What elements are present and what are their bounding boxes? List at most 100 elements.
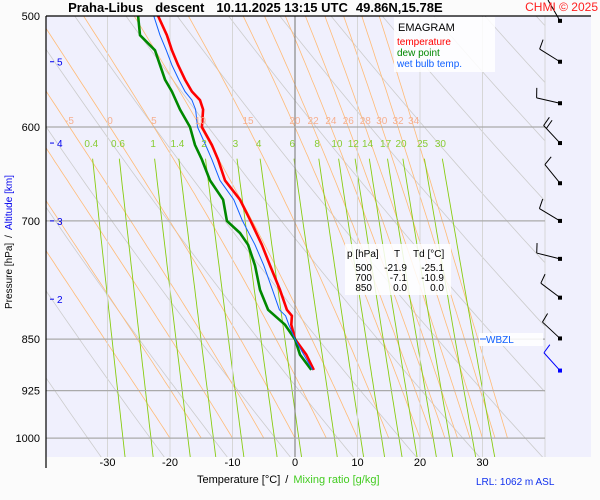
values-table: p [hPa] T Td [°C] 500 -21.9 -25.1 700 -7…: [345, 244, 451, 295]
wind-barb-station-dot: [558, 336, 562, 341]
wind-barb-flag: [539, 39, 544, 50]
moist-adiabat-label: 30: [376, 116, 388, 127]
altitude-tick-label: 3: [57, 217, 63, 228]
svg-text:-10.9: -10.9: [421, 273, 444, 284]
table-row: 850 0.0 0.0: [355, 283, 444, 294]
moist-adiabat: [378, 16, 508, 439]
moist-adiabat: [46, 90, 265, 439]
moist-adiabat-label: 15: [242, 116, 254, 127]
mixing-ratio-label: 3: [233, 139, 239, 150]
mixing-ratio-label: 2: [201, 139, 207, 150]
mixing-ratio-label: 30: [435, 139, 447, 150]
x-tick-label: 20: [414, 457, 426, 469]
altitude-tick-label: 5: [57, 58, 63, 69]
wind-barb-staff: [547, 0, 561, 22]
wind-barb-staff: [539, 208, 561, 222]
wind-barb-staff: [536, 97, 561, 104]
legend-wet-bulb: wet bulb temp.: [396, 59, 462, 70]
moist-adiabat-label: 5: [151, 116, 157, 127]
moist-adiabat-label: 32: [392, 116, 404, 127]
wind-barb-flag: [538, 198, 544, 209]
altitude-tick-label: 4: [57, 139, 63, 150]
dry-adiabat: [330, 16, 545, 264]
dry-adiabat: [46, 48, 354, 457]
plot-background: [46, 16, 591, 457]
pressure-tick-label: 1000: [16, 433, 40, 445]
moist-adiabat-label: 26: [343, 116, 355, 127]
moist-adiabat-label: 28: [360, 116, 372, 127]
pressure-tick-label: 500: [22, 11, 40, 23]
wind-barb-staff: [539, 48, 561, 63]
wind-barb-station-dot: [558, 295, 562, 300]
wind-barb-station-dot: [558, 18, 562, 23]
legend-title: EMAGRAM: [398, 22, 455, 34]
dry-adiabat: [433, 16, 545, 142]
moist-adiabat: [187, 16, 390, 439]
mixing-ratio-label: 0.6: [111, 139, 125, 150]
svg-text:850: 850: [355, 283, 372, 294]
dry-adiabat: [381, 16, 545, 202]
moist-adiabat-label: 22: [308, 116, 320, 127]
moist-adiabat: [46, 200, 202, 439]
wind-barb: [543, 344, 562, 373]
wind-barb-station-dot: [558, 218, 562, 223]
svg-text:700: 700: [355, 273, 372, 284]
sounding-coords: 49.86N,15.78E: [356, 0, 443, 15]
wind-barb-staff: [543, 125, 561, 144]
wind-barb: [544, 156, 562, 186]
wind-barb-staff: [543, 352, 561, 371]
moist-adiabat-label: 0: [107, 116, 113, 127]
svg-text:0.0: 0.0: [430, 283, 444, 294]
dew-point-line: [136, 16, 313, 371]
altitude-tick-label: 2: [57, 295, 63, 306]
mixing-ratio-label: 17: [380, 139, 392, 150]
wind-barb: [542, 313, 562, 341]
wind-barb-station-dot: [558, 141, 562, 146]
table-row: 500 -21.9 -25.1: [355, 263, 444, 274]
legend-dew-point: dew point: [397, 48, 440, 59]
legend: EMAGRAM temperature dew point wet bulb t…: [394, 17, 495, 72]
dry-adiabat: [46, 125, 291, 457]
moist-adiabat-label: 20: [289, 116, 301, 127]
sounding-datetime: 10.11.2025 13:15 UTC: [216, 0, 348, 15]
mixing-ratio-label: 12: [348, 139, 360, 150]
mixing-ratio-label: 4: [256, 139, 262, 150]
x-tick-label: -10: [225, 457, 241, 469]
wind-barb: [540, 273, 562, 300]
x-tick-label: 30: [476, 457, 488, 469]
mixing-ratio-label: 1.4: [170, 139, 184, 150]
wind-barb: [536, 87, 562, 106]
mixing-ratio-label: 20: [395, 139, 407, 150]
pressure-tick-label: 700: [22, 216, 40, 228]
wind-barb-station-dot: [558, 368, 562, 373]
wind-barb-staff: [540, 282, 561, 299]
x-tick-label: 0: [292, 457, 298, 469]
svg-text:-7.1: -7.1: [390, 273, 408, 284]
wind-barb-flag: [540, 273, 546, 284]
wind-barb-station-dot: [558, 101, 562, 106]
dry-adiabat: [279, 16, 545, 327]
wind-barb-station-dot: [558, 181, 562, 186]
wind-barb-staff: [536, 252, 561, 260]
dry-adiabat: [46, 377, 102, 457]
wind-barb-staff: [544, 164, 561, 184]
table-header-p: p [hPa]: [347, 249, 379, 260]
x-axis-title: Temperature [°C] / Mixing ratio [g/kg]: [197, 474, 380, 486]
temperature-line: [156, 16, 315, 371]
mixing-ratio-label: 8: [314, 139, 320, 150]
x-tick-label: 10: [351, 457, 363, 469]
wbzl-marker: WBZL: [479, 333, 543, 346]
x-tick-label: -20: [162, 457, 178, 469]
moist-adiabat-label: -5: [65, 116, 74, 127]
wind-barb-staff: [542, 321, 561, 339]
moist-adiabat: [46, 250, 171, 439]
wind-barb-flag: [543, 117, 550, 126]
wbzl-label: WBZL: [486, 335, 514, 346]
svg-text:0.0: 0.0: [393, 283, 407, 294]
legend-temperature: temperature: [397, 37, 451, 48]
mixing-ratio-label: 1: [150, 139, 156, 150]
lrl-label: LRL: 1062 m ASL: [476, 477, 555, 488]
dry-adiabat: [46, 206, 228, 457]
moist-adiabat: [46, 147, 233, 439]
